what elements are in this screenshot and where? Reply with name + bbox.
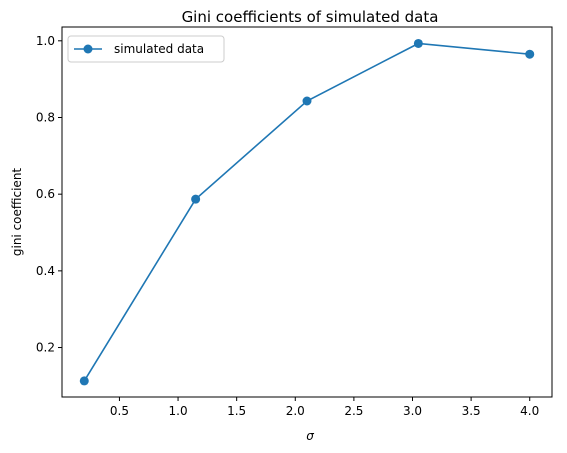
x-tick-label: 2.0 xyxy=(286,404,305,418)
data-point xyxy=(302,96,312,106)
x-tick-label: 0.5 xyxy=(110,404,129,418)
data-point xyxy=(525,49,535,59)
x-tick-label: 3.0 xyxy=(403,404,422,418)
y-axis-label: gini coefficient xyxy=(10,168,24,257)
plot-area xyxy=(61,26,553,398)
data-point xyxy=(191,194,201,204)
legend-label: simulated data xyxy=(114,42,204,56)
legend-box xyxy=(67,35,225,63)
series-layer xyxy=(79,38,535,386)
series-line xyxy=(83,42,530,382)
y-tick-label: 0.8 xyxy=(36,110,55,124)
x-axis-ticks: 0.5 1.0 1.5 2.0 2.5 3.0 3.5 4.0 xyxy=(110,397,539,418)
y-tick-label: 1.0 xyxy=(36,34,55,48)
chart-title: Gini coefficients of simulated data xyxy=(182,8,439,26)
legend-marker xyxy=(83,44,93,54)
x-tick-label: 1.0 xyxy=(169,404,188,418)
x-tick-label: 2.5 xyxy=(344,404,363,418)
y-tick-label: 0.4 xyxy=(36,264,55,278)
data-point xyxy=(79,376,89,386)
y-tick-label: 0.2 xyxy=(36,341,55,355)
x-tick-label: 1.5 xyxy=(227,404,246,418)
y-axis-ticks: 0.2 0.4 0.6 0.8 1.0 xyxy=(36,34,62,355)
legend: simulated data xyxy=(67,35,225,63)
y-tick-label: 0.6 xyxy=(36,187,55,201)
data-point xyxy=(413,38,423,48)
x-axis-label: σ xyxy=(306,429,314,443)
x-tick-label: 3.5 xyxy=(462,404,481,418)
plot-frame xyxy=(61,26,553,398)
x-tick-label: 4.0 xyxy=(520,404,539,418)
